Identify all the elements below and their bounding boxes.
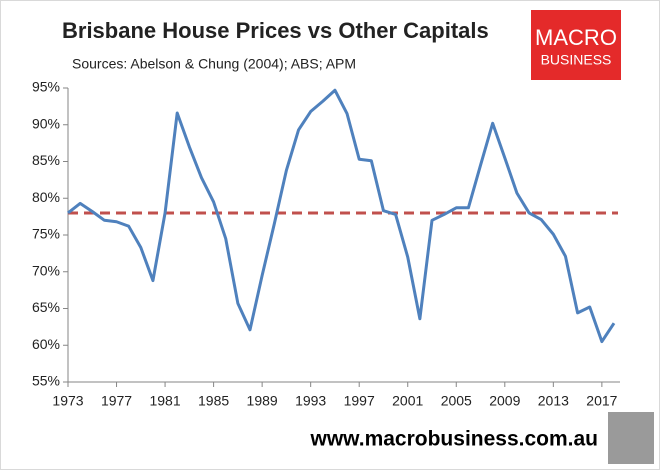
y-tick-label: 85%	[32, 152, 60, 168]
x-tick-label: 1981	[149, 393, 180, 409]
y-tick-label: 90%	[32, 115, 60, 131]
chart-subtitle: Sources: Abelson & Chung (2004); ABS; AP…	[72, 56, 356, 72]
y-tick-label: 60%	[32, 336, 60, 352]
x-tick-label: 1973	[52, 393, 83, 409]
x-tick-label: 1977	[101, 393, 132, 409]
wolf-icon	[608, 412, 654, 464]
data-line	[67, 88, 616, 344]
y-tick-label: 70%	[32, 262, 60, 278]
logo-text: BUSINESS	[541, 52, 612, 68]
x-tick-label: 1985	[198, 393, 229, 409]
y-tick-label: 75%	[32, 226, 60, 242]
x-tick-label: 2009	[489, 393, 520, 409]
footer-url: www.macrobusiness.com.au	[310, 428, 598, 451]
x-tick-label: 1993	[295, 393, 326, 409]
x-tick-label: 2005	[441, 393, 472, 409]
x-tick-label: 2001	[392, 393, 423, 409]
y-tick-label: 55%	[32, 373, 60, 389]
logo-text: MACRO	[535, 25, 617, 50]
y-tick-label: 95%	[32, 79, 60, 95]
x-tick-label: 2017	[586, 393, 617, 409]
x-tick-label: 1989	[247, 393, 278, 409]
logo-box	[531, 10, 621, 80]
x-tick-label: 2013	[538, 393, 569, 409]
y-tick-label: 80%	[32, 189, 60, 205]
x-tick-label: 1997	[344, 393, 375, 409]
y-tick-label: 65%	[32, 299, 60, 315]
chart-title: Brisbane House Prices vs Other Capitals	[62, 18, 489, 43]
